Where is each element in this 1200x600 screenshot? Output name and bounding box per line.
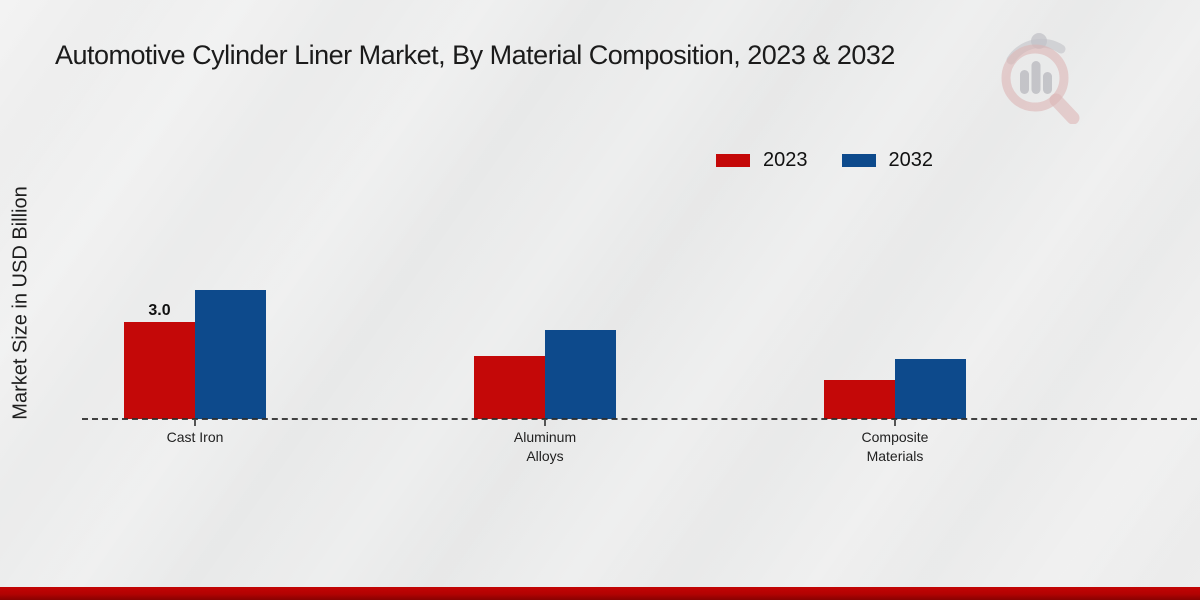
legend-item-2032: 2032 xyxy=(841,149,934,172)
bar-cast-iron-2023 xyxy=(124,322,195,419)
bar-cast-iron-2032 xyxy=(195,290,266,419)
legend-swatch-2023 xyxy=(716,154,750,167)
category-label-cast-iron: Cast Iron xyxy=(166,429,224,445)
legend-label-2023: 2023 xyxy=(763,149,808,171)
chart-title: Automotive Cylinder Liner Market, By Mat… xyxy=(55,40,895,70)
bar-composite-materials-2023 xyxy=(824,380,895,419)
legend: 2023 2032 xyxy=(716,149,933,172)
legend-item-2023: 2023 xyxy=(716,149,808,172)
x-axis-tick xyxy=(544,420,546,426)
category-label-composite-materials: Composite Materials xyxy=(861,429,929,464)
magnifier-bar-chart-icon xyxy=(1001,33,1080,125)
bar-value-label: 3.0 xyxy=(148,302,171,319)
bottom-red-band xyxy=(0,587,1200,600)
bar-aluminum-alloys-2032 xyxy=(545,330,616,419)
bar-composite-materials-2032 xyxy=(895,359,966,419)
bar-aluminum-alloys-2023 xyxy=(474,356,545,419)
x-axis-tick xyxy=(194,420,196,426)
x-axis-tick xyxy=(894,420,896,426)
x-axis-line xyxy=(82,418,1197,420)
category-label-aluminum-alloys: Aluminum Alloys xyxy=(513,429,577,464)
watermark-logo xyxy=(995,26,1085,125)
legend-swatch-2032 xyxy=(841,154,876,167)
legend-label-2032: 2032 xyxy=(888,149,934,171)
